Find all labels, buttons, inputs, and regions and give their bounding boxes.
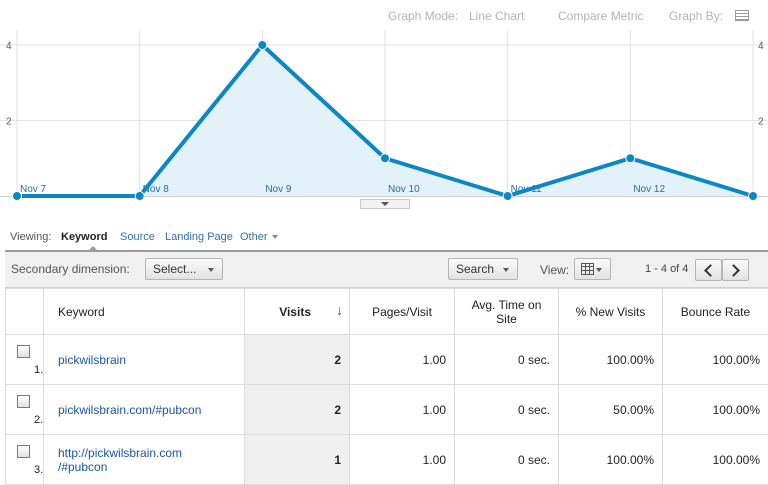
- graph-by-label: Graph By:: [669, 9, 724, 23]
- data-point: [12, 191, 22, 201]
- x-tick-label: Nov 7: [20, 184, 47, 195]
- header-pages-visit[interactable]: Pages/Visit: [349, 288, 455, 335]
- header-visits-label: Visits: [279, 304, 311, 319]
- secondary-dimension-select[interactable]: Select...: [145, 258, 223, 280]
- chevron-down-icon: [271, 235, 278, 240]
- search-button[interactable]: Search: [448, 258, 518, 280]
- keyword-cell: pickwilsbrain: [43, 334, 245, 385]
- series-area: [17, 45, 753, 196]
- x-tick-label: Nov 12: [633, 184, 665, 195]
- row-select-cell: 1.: [5, 334, 44, 385]
- header-avg-time-on-site[interactable]: Avg. Time on Site: [454, 288, 559, 335]
- data-point: [134, 191, 145, 201]
- header-bounce-rate[interactable]: Bounce Rate: [662, 288, 768, 335]
- chevron-left-icon: [704, 264, 717, 277]
- viewing-option-keyword[interactable]: Keyword: [61, 231, 108, 243]
- bounce-rate-cell: 100.00%: [662, 384, 768, 435]
- avg-time-cell: 0 sec.: [454, 334, 559, 385]
- active-tab-caret-icon: [88, 246, 98, 251]
- data-point: [380, 153, 390, 164]
- header-avg-time-line1: Avg. Time on: [471, 297, 542, 312]
- new-visits-cell: 100.00%: [558, 434, 663, 485]
- keyword-link-line1: http://pickwilsbrain.com: [58, 445, 183, 460]
- header-visits[interactable]: Visits: [244, 288, 350, 335]
- header-new-visits[interactable]: % New Visits: [558, 288, 663, 335]
- y-tick-label-left: 4: [6, 41, 12, 52]
- y-tick-label-right: 2: [758, 117, 764, 128]
- x-tick-label: Nov 10: [388, 184, 420, 195]
- pages-visit-cell: 1.00: [349, 384, 455, 435]
- data-point: [748, 191, 758, 201]
- search-button-label: Search: [456, 262, 495, 276]
- viewing-label: Viewing:: [10, 231, 52, 243]
- graph-controls: Graph Mode: Line Chart Compare Metric Gr…: [0, 0, 768, 32]
- new-visits-cell: 50.00%: [558, 384, 663, 435]
- avg-time-cell: 0 sec.: [454, 434, 559, 485]
- row-select-cell: 2.: [5, 384, 44, 435]
- pages-visit-cell: 1.00: [349, 334, 455, 385]
- chevron-down-icon: [381, 202, 389, 206]
- visits-cell: 2: [244, 334, 350, 385]
- keyword-link[interactable]: http://pickwilsbrain.com/#pubcon: [58, 446, 236, 474]
- previous-page-button[interactable]: [695, 259, 722, 281]
- row-checkbox[interactable]: [17, 445, 30, 458]
- x-tick-label: Nov 9: [265, 184, 292, 195]
- keyword-link[interactable]: pickwilsbrain.com/#pubcon: [58, 402, 202, 417]
- y-tick-label-left: 2: [6, 117, 12, 128]
- graph-mode-line-chart[interactable]: Line Chart: [469, 9, 525, 23]
- calendar-icon[interactable]: [735, 10, 749, 21]
- chevron-down-icon: [503, 268, 509, 272]
- table-row: 2. pickwilsbrain.com/#pubcon 2 1.00 0 se…: [5, 384, 768, 435]
- data-point: [625, 153, 636, 164]
- row-checkbox[interactable]: [17, 345, 30, 358]
- row-number: 3.: [34, 464, 44, 476]
- pages-visit-cell: 1.00: [349, 434, 455, 485]
- table-row: 3. http://pickwilsbrain.com/#pubcon 1 1.…: [5, 434, 768, 485]
- row-number: 1.: [34, 364, 44, 376]
- chevron-down-icon: [596, 268, 602, 272]
- chevron-down-icon: [208, 268, 214, 272]
- bounce-rate-cell: 100.00%: [662, 334, 768, 385]
- chart-collapse-toggle[interactable]: [360, 199, 410, 209]
- chevron-right-icon: [727, 264, 740, 277]
- viewing-option-landing-page[interactable]: Landing Page: [165, 231, 233, 243]
- table-row: 1. pickwilsbrain 2 1.00 0 sec. 100.00% 1…: [5, 334, 768, 385]
- table-header-row: Keyword Visits Pages/Visit Avg. Time on …: [5, 288, 768, 335]
- view-label: View:: [540, 263, 570, 277]
- keyword-table: Keyword Visits Pages/Visit Avg. Time on …: [5, 288, 768, 485]
- visits-cell: 2: [244, 384, 350, 435]
- header-checkbox-column: [5, 288, 44, 335]
- table-toolbar: Secondary dimension: Select... Search Vi…: [5, 250, 768, 288]
- avg-time-cell: 0 sec.: [454, 384, 559, 435]
- next-page-button[interactable]: [722, 259, 749, 281]
- keyword-cell: pickwilsbrain.com/#pubcon: [43, 384, 245, 435]
- data-point: [257, 40, 268, 50]
- y-tick-label-right: 4: [758, 41, 764, 52]
- keyword-link[interactable]: pickwilsbrain: [58, 352, 127, 367]
- viewing-option-other-label: Other: [240, 231, 268, 243]
- row-select-cell: 3.: [5, 434, 44, 485]
- table-view-icon: [581, 263, 594, 275]
- header-keyword[interactable]: Keyword: [43, 288, 245, 335]
- keyword-cell: http://pickwilsbrain.com/#pubcon: [43, 434, 245, 485]
- row-number: 2.: [34, 414, 44, 426]
- visits-cell: 1: [244, 434, 350, 485]
- secondary-dimension-select-label: Select...: [153, 262, 197, 276]
- sort-descending-icon[interactable]: ↓: [336, 302, 343, 318]
- viewing-option-other[interactable]: Other: [240, 231, 278, 243]
- viewing-option-source[interactable]: Source: [120, 231, 155, 243]
- pagination-status: 1 - 4 of 4: [645, 263, 689, 275]
- graph-mode-label: Graph Mode:: [388, 9, 459, 23]
- new-visits-cell: 100.00%: [558, 334, 663, 385]
- secondary-dimension-label: Secondary dimension:: [11, 262, 130, 276]
- data-point: [502, 191, 513, 201]
- compare-metric-button[interactable]: Compare Metric: [558, 9, 644, 23]
- bounce-rate-cell: 100.00%: [662, 434, 768, 485]
- row-checkbox[interactable]: [17, 395, 30, 408]
- keyword-link-line2: /#pubcon: [58, 459, 108, 474]
- x-tick-label: Nov 8: [143, 184, 170, 195]
- header-avg-time-line2: Site: [496, 311, 517, 326]
- view-type-select[interactable]: [574, 258, 611, 280]
